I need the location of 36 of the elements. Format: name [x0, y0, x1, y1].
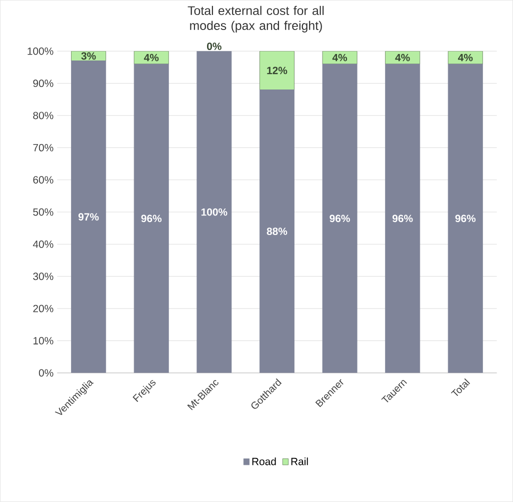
data-label: 0%: [207, 42, 222, 50]
bar: [322, 64, 358, 373]
bar: [134, 64, 169, 373]
data-label: 97%: [78, 213, 99, 221]
y-tick-label: 50%: [33, 208, 54, 216]
data-label: 4%: [458, 54, 473, 62]
data-label: 96%: [141, 214, 162, 222]
data-label: 96%: [392, 214, 413, 222]
data-label: 4%: [332, 54, 348, 62]
data-label: 4%: [395, 54, 410, 62]
y-tick-label: 70%: [33, 144, 54, 152]
data-label: 3%: [81, 52, 96, 60]
y-tick-label: 90%: [33, 80, 54, 88]
y-tick-label: 80%: [33, 112, 54, 120]
y-tick-label: 100%: [28, 47, 54, 55]
bar: [260, 90, 294, 373]
data-label: 88%: [266, 228, 288, 236]
legend-label: Rail: [291, 458, 308, 466]
data-label: 4%: [144, 54, 159, 62]
data-label: 96%: [455, 214, 476, 222]
bar: [71, 60, 106, 373]
data-label: 96%: [330, 214, 350, 222]
y-tick-label: 20%: [33, 304, 54, 312]
chart-title: Total external cost for all modes (pax and freight): [188, 6, 324, 32]
bar: [260, 51, 294, 90]
bar: [196, 51, 232, 373]
bar: [385, 64, 420, 373]
legend-label: Road: [252, 458, 276, 466]
y-tick-label: 10%: [34, 337, 54, 344]
y-tick-label: 40%: [32, 240, 54, 248]
y-tick-label: 60%: [33, 176, 54, 184]
data-label: 100%: [201, 208, 228, 216]
data-label: 12%: [267, 66, 288, 74]
bar: [448, 64, 483, 373]
y-tick-label: 30%: [33, 272, 54, 280]
y-tick-label: 0%: [38, 369, 54, 377]
